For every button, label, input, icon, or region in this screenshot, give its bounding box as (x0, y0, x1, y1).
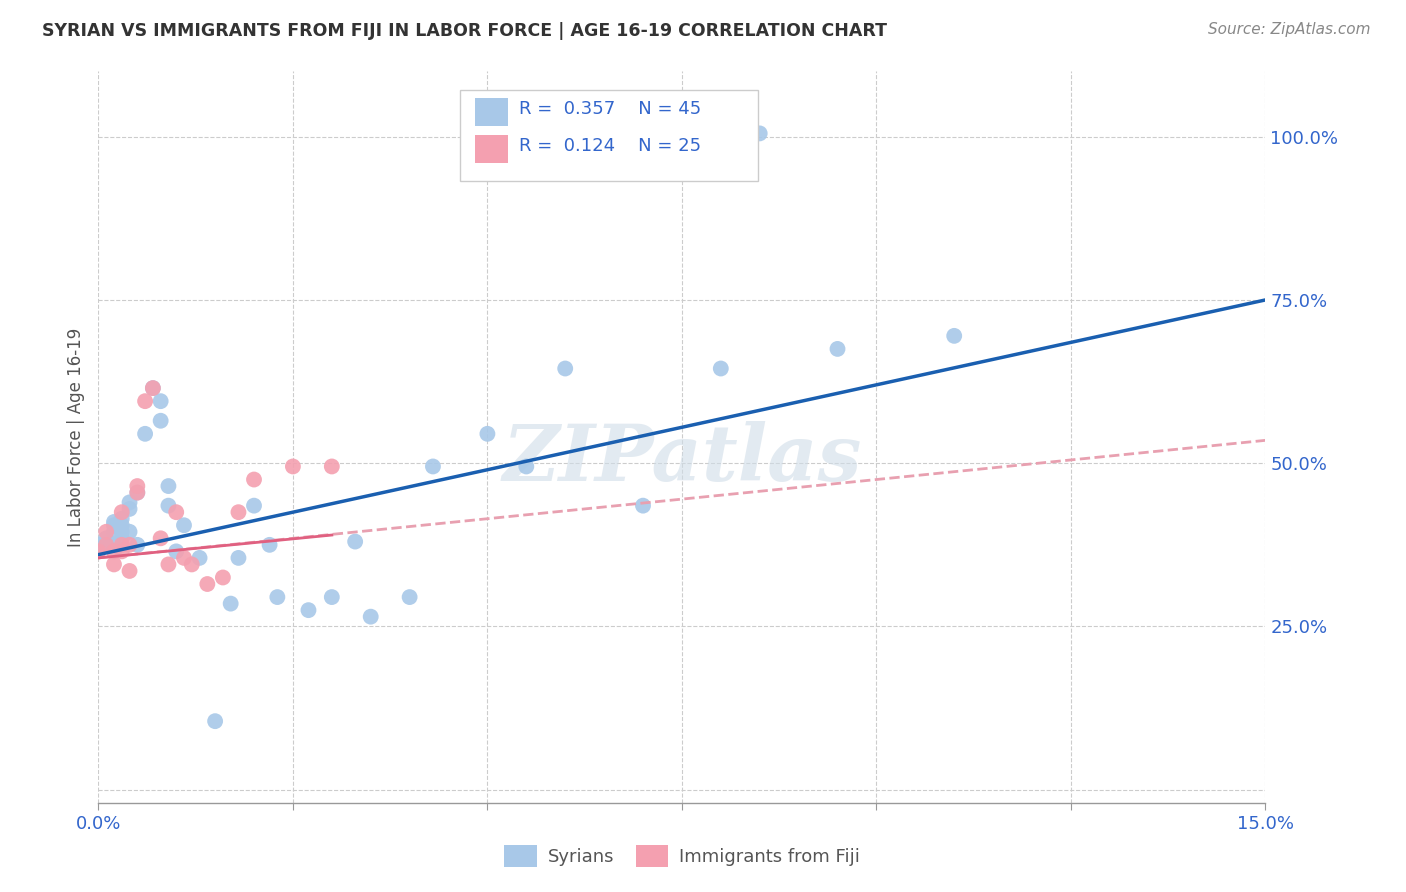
Point (111, 518, 134, 533)
Point (321, 590, 343, 604)
Point (188, 550, 211, 565)
Point (943, 329, 966, 343)
Point (204, 714, 226, 728)
Point (219, 597, 242, 611)
Point (127, 479, 149, 493)
Bar (475, 135, 508, 163)
Text: ZIPatlas: ZIPatlas (502, 421, 862, 497)
Point (103, 524, 125, 539)
Point (111, 531, 134, 545)
Point (321, 459, 343, 474)
Point (195, 577, 218, 591)
Point (157, 499, 180, 513)
Point (96, 538, 118, 552)
Point (173, 550, 195, 565)
Point (111, 538, 134, 552)
Point (748, 127, 770, 141)
Point (344, 534, 367, 549)
Point (149, 394, 172, 409)
Point (103, 538, 125, 552)
Point (477, 426, 499, 441)
Point (259, 538, 281, 552)
Point (631, 499, 654, 513)
Text: SYRIAN VS IMMIGRANTS FROM FIJI IN LABOR FORCE | AGE 16-19 CORRELATION CHART: SYRIAN VS IMMIGRANTS FROM FIJI IN LABOR … (42, 22, 887, 40)
Y-axis label: In Labor Force | Age 16-19: In Labor Force | Age 16-19 (66, 327, 84, 547)
Point (515, 459, 537, 474)
Point (111, 505, 134, 519)
Point (297, 603, 319, 617)
Point (149, 531, 172, 545)
Point (111, 544, 134, 558)
Point (243, 473, 266, 487)
Point (134, 426, 156, 441)
Point (111, 524, 134, 539)
Point (118, 502, 141, 516)
Text: Source: ZipAtlas.com: Source: ZipAtlas.com (1208, 22, 1371, 37)
Point (422, 459, 444, 474)
Point (281, 459, 304, 474)
Point (118, 538, 141, 552)
Point (134, 394, 156, 409)
Point (266, 590, 288, 604)
Point (165, 505, 187, 519)
Bar (475, 98, 508, 127)
Point (180, 558, 202, 572)
Point (398, 590, 420, 604)
Text: R =  0.357    N = 45: R = 0.357 N = 45 (519, 101, 700, 119)
Point (142, 381, 165, 395)
Point (228, 550, 250, 565)
Point (103, 544, 125, 558)
Point (243, 499, 266, 513)
Point (173, 518, 195, 533)
Point (360, 609, 382, 624)
Point (111, 512, 134, 526)
Point (142, 381, 165, 395)
Point (157, 479, 180, 493)
Point (127, 485, 149, 500)
Point (212, 570, 235, 584)
Point (127, 485, 149, 500)
Point (118, 495, 141, 509)
Point (165, 544, 187, 558)
Text: R =  0.124    N = 25: R = 0.124 N = 25 (519, 137, 700, 155)
Point (554, 361, 576, 376)
Point (127, 538, 149, 552)
Point (149, 414, 172, 428)
Point (157, 558, 180, 572)
Legend: Syrians, Immigrants from Fiji: Syrians, Immigrants from Fiji (505, 845, 859, 867)
Point (118, 524, 141, 539)
Point (87, 538, 110, 552)
Point (87, 544, 110, 558)
Point (710, 361, 733, 376)
Point (96, 538, 118, 552)
FancyBboxPatch shape (460, 90, 758, 181)
Point (96, 524, 118, 539)
Point (103, 518, 125, 533)
Point (103, 558, 125, 572)
Point (96, 531, 118, 545)
Point (827, 342, 849, 356)
Point (228, 505, 250, 519)
Point (118, 564, 141, 578)
Point (103, 515, 125, 529)
